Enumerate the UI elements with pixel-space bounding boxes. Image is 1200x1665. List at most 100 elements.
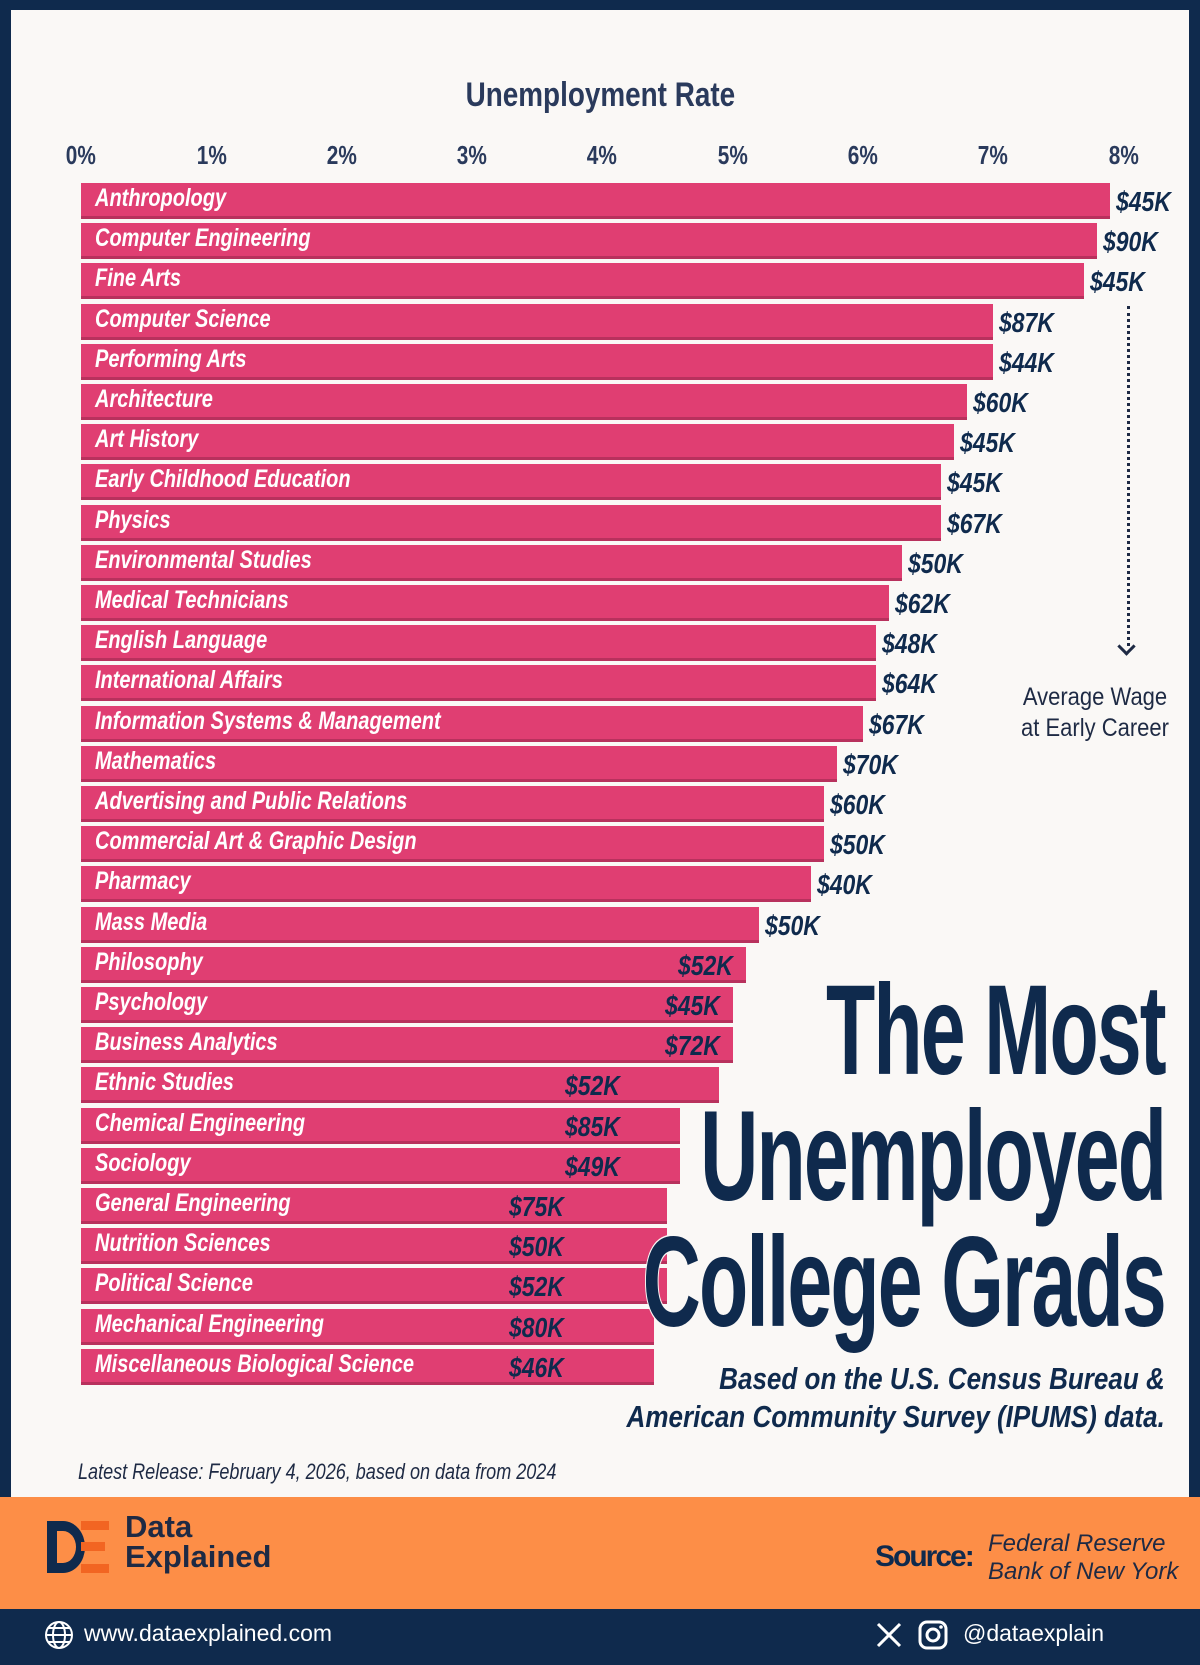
wage-label: $49K	[565, 1150, 620, 1182]
bar	[81, 946, 746, 980]
bar	[81, 384, 968, 417]
bar-label: Commercial Art & Graphic Design	[95, 827, 417, 856]
social-handle[interactable]: @dataexplain	[963, 1620, 1104, 1646]
bar-label: Pharmacy	[95, 867, 191, 896]
bar	[81, 826, 824, 860]
x-tick-label: 5%	[717, 140, 748, 170]
wage-label: $90K	[1103, 226, 1159, 258]
bar	[81, 1308, 655, 1342]
bar-label: Political Science	[95, 1269, 253, 1298]
wage-label: $75K	[509, 1191, 564, 1222]
bar	[81, 745, 837, 779]
bar-label: Mechanical Engineering	[95, 1309, 324, 1338]
annotation-line: Average Wage	[1022, 683, 1168, 711]
bar	[81, 263, 1085, 297]
bar-label: English Language	[95, 626, 268, 655]
wage-label: $45K	[960, 427, 1015, 459]
bar	[81, 1147, 681, 1181]
bar-label: Fine Arts	[95, 264, 181, 293]
subtitle-line: Based on the U.S. Census Bureau &	[719, 1361, 1165, 1396]
bar-label: Ethnic Studies	[95, 1068, 234, 1097]
wage-label: $45K	[664, 990, 720, 1021]
source-line: Bank of New York	[988, 1558, 1179, 1585]
bar-label: Business Analytics	[95, 1028, 278, 1057]
bar	[81, 1067, 720, 1101]
bar	[81, 1107, 681, 1141]
annotation-line: at Early Career	[1021, 714, 1169, 742]
wage-label: $52K	[677, 949, 733, 981]
bar	[81, 223, 1098, 257]
bar-label: Computer Science	[95, 304, 271, 333]
bar	[81, 987, 733, 1020]
instagram-icon[interactable]	[918, 1620, 948, 1650]
bar-label: Advertising and Public Relations	[95, 787, 408, 815]
bar-label: Mass Media	[95, 907, 208, 936]
bar	[81, 665, 876, 699]
bar-label: Computer Engineering	[95, 224, 311, 253]
bar-label: Performing Arts	[95, 344, 247, 373]
wage-label: $64K	[881, 668, 937, 700]
source-value: Federal Reserve Bank of New York	[988, 1530, 1178, 1586]
bar-label: International Affairs	[95, 666, 283, 695]
subtitle-line: American Community Survey (IPUMS) data.	[626, 1399, 1165, 1434]
x-tick-label: 4%	[587, 140, 618, 170]
wage-label: $67K	[868, 708, 924, 740]
page-title-line-2: Unemployed	[699, 1085, 1168, 1228]
wage-label: $87K	[999, 306, 1054, 338]
wage-label: $50K	[764, 909, 820, 941]
bar-label: Nutrition Sciences	[95, 1229, 271, 1258]
axis-title: Unemployment Rate	[0, 76, 1200, 115]
wage-label: $60K	[973, 387, 1028, 418]
bar-label: General Engineering	[95, 1189, 291, 1217]
wage-label: $45K	[1090, 266, 1146, 298]
brand-band	[0, 1497, 1200, 1609]
bar	[81, 585, 889, 618]
x-icon[interactable]	[876, 1622, 902, 1648]
wage-label: $46K	[509, 1351, 564, 1383]
globe-icon	[45, 1621, 73, 1649]
bar-label: Art History	[95, 425, 199, 454]
wage-label: $62K	[894, 588, 950, 619]
website-link[interactable]: www.dataexplained.com	[84, 1620, 333, 1646]
wage-label: $52K	[509, 1271, 564, 1303]
bar	[81, 303, 994, 337]
bar	[81, 625, 876, 659]
bar	[81, 1348, 655, 1382]
wage-label: $60K	[829, 789, 885, 820]
source-label: Source:	[875, 1540, 975, 1573]
dotted-arrow-line	[1127, 306, 1130, 646]
bar	[81, 544, 902, 578]
x-tick-label: 7%	[978, 140, 1009, 170]
bar-label: Philosophy	[95, 947, 203, 976]
wage-label: $80K	[509, 1311, 564, 1343]
wage-label: $45K	[1116, 186, 1172, 217]
bar	[81, 424, 954, 458]
axis-title-text: Unemployment Rate	[465, 76, 735, 114]
bar	[81, 183, 1111, 216]
bar	[81, 705, 863, 739]
page-title-line-1: The Most	[825, 959, 1168, 1102]
bar	[81, 464, 941, 498]
bar	[81, 1268, 668, 1302]
x-tick-label: 2%	[326, 140, 357, 170]
wage-label: $50K	[509, 1231, 564, 1263]
bar-label: Sociology	[95, 1148, 191, 1177]
bar-label: Information Systems & Management	[95, 706, 441, 735]
wage-label: $44K	[999, 346, 1054, 378]
bar-label: Mathematics	[95, 746, 217, 775]
source-line: Federal Reserve	[988, 1530, 1166, 1557]
wage-label: $48K	[881, 628, 937, 660]
bar-label: Miscellaneous Biological Science	[95, 1349, 415, 1378]
wage-label: $45K	[946, 467, 1002, 499]
subtitle: Based on the U.S. Census Bureau & Americ…	[627, 1360, 1165, 1436]
wage-label: $67K	[946, 507, 1002, 539]
wage-label: $50K	[829, 829, 885, 861]
bar	[81, 1027, 733, 1061]
data-explained-logo	[47, 1521, 109, 1573]
bar	[81, 343, 994, 377]
bar-label: Environmental Studies	[95, 545, 312, 574]
bar-label: Architecture	[95, 385, 213, 413]
wage-label: $50K	[907, 547, 963, 579]
bar-label: Chemical Engineering	[95, 1108, 306, 1137]
bar-label: Anthropology	[95, 184, 227, 212]
